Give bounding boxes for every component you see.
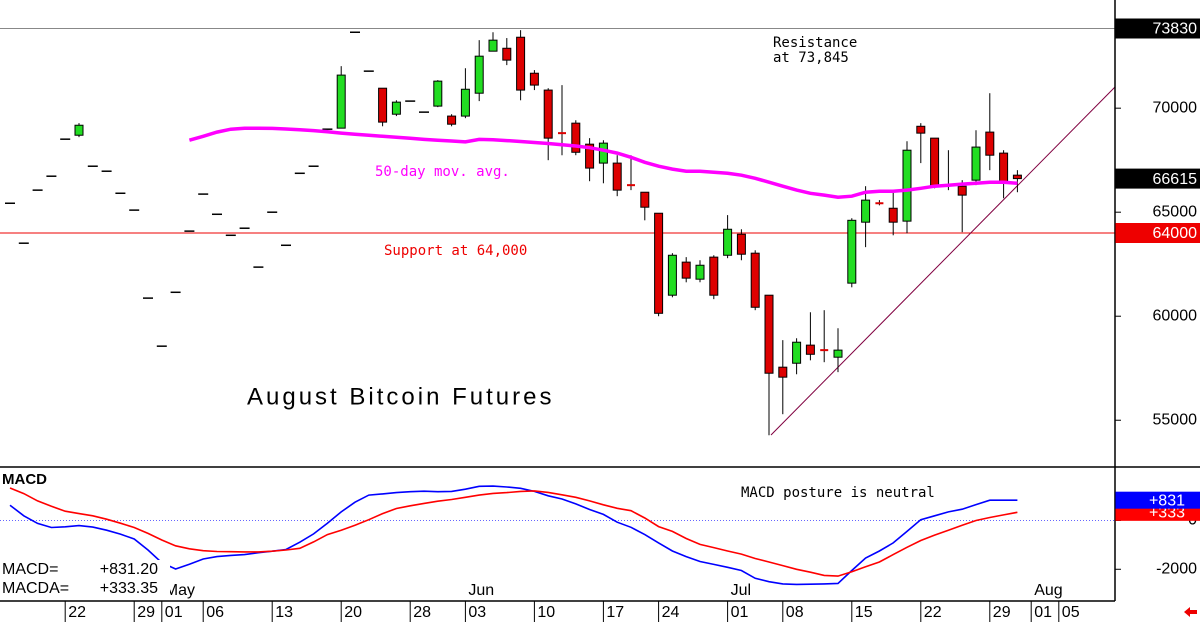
candle-body — [516, 36, 526, 91]
x-tick-label: 29 — [993, 604, 1011, 621]
price-box — [1115, 18, 1200, 39]
scroll-arrow — [1184, 607, 1197, 617]
trend-line — [770, 86, 1116, 436]
y-tick-label: 55000 — [1153, 411, 1198, 428]
candle-body — [833, 349, 843, 358]
y-tick-label: 65000 — [1153, 203, 1198, 220]
x-tick-label: 08 — [786, 604, 804, 621]
resistance-note: Resistance — [773, 35, 857, 51]
candle-body — [888, 207, 898, 223]
candle-body — [916, 125, 926, 134]
candle-body — [957, 185, 967, 196]
candle-body — [709, 256, 719, 296]
x-tick-label: 05 — [1062, 604, 1080, 621]
support-note: Support at 64,000 — [384, 243, 527, 259]
candle-body — [750, 252, 760, 308]
price-box-label: 66615 — [1153, 171, 1198, 188]
x-tick-label: 28 — [413, 604, 431, 621]
candle-body — [612, 162, 622, 191]
macd-box — [1115, 491, 1200, 509]
y-tick-label: 60000 — [1153, 307, 1198, 324]
x-tick-label: 22 — [924, 604, 942, 621]
candle-body — [336, 74, 346, 129]
candle-body — [460, 88, 470, 117]
candle-body — [598, 142, 608, 164]
macd-box-label: +333 — [1149, 505, 1185, 522]
candle-body — [433, 80, 443, 107]
x-tick-label: 13 — [275, 604, 293, 621]
candle-body — [764, 294, 774, 374]
candle-body — [736, 233, 746, 255]
candle-body — [543, 89, 553, 139]
x-tick-label: 01 — [165, 604, 183, 621]
month-label: Jul — [731, 582, 751, 599]
candle-body — [971, 146, 981, 181]
legend-value: +831.20 — [100, 561, 158, 578]
candle-body — [391, 101, 401, 115]
resistance-note: at 73,845 — [773, 50, 849, 66]
candle-body — [778, 366, 788, 378]
candle-body — [695, 264, 705, 280]
candle-body — [378, 87, 388, 123]
y2-tick-label: -2000 — [1156, 560, 1197, 577]
candle-body — [488, 39, 498, 52]
candle-body — [930, 137, 940, 187]
x-tick-label: 01 — [731, 604, 749, 621]
guides: 55000600006500070000-2000022290106132028… — [0, 28, 1198, 622]
macd-box-label: +831 — [1149, 492, 1185, 509]
macd-title: MACD — [2, 471, 47, 488]
month-label: Aug — [1034, 582, 1062, 599]
candle-body — [847, 219, 857, 284]
x-tick-label: 17 — [606, 604, 624, 621]
legend-box — [0, 560, 170, 600]
candle-body — [985, 131, 995, 156]
candle-body — [571, 122, 581, 153]
x-tick-label: 29 — [137, 604, 155, 621]
ma-label: 50-day mov. avg. — [375, 164, 510, 180]
price-box-label: 64000 — [1153, 225, 1198, 242]
x-tick-label: 24 — [662, 604, 680, 621]
y-tick-label: 70000 — [1153, 99, 1198, 116]
x-tick-label: 20 — [344, 604, 362, 621]
legend-label: MACD= — [2, 561, 58, 578]
candle-body — [447, 115, 457, 125]
candle-body — [861, 199, 871, 223]
candle-body — [999, 152, 1009, 183]
price-box-label: 73830 — [1153, 21, 1198, 38]
marks — [5, 30, 1022, 586]
candle-body — [640, 191, 650, 208]
x-tick-label: 03 — [468, 604, 486, 621]
legend-value: +333.35 — [100, 580, 158, 597]
price-box — [1115, 223, 1200, 243]
moving-average — [188, 126, 1018, 199]
candle-body — [654, 212, 664, 314]
candle-body — [805, 344, 815, 355]
candle-body — [723, 228, 733, 256]
candle-body — [667, 254, 677, 296]
x-tick-label: 15 — [855, 604, 873, 621]
macd-line — [9, 487, 1018, 577]
candle-body — [1012, 174, 1022, 180]
x-tick-label: 06 — [206, 604, 224, 621]
legend-label: MACDA= — [2, 580, 69, 597]
chart-title: August Bitcoin Futures — [247, 383, 554, 410]
candle-body — [585, 143, 595, 169]
x-tick-label: 22 — [68, 604, 86, 621]
candle-body — [681, 261, 691, 279]
candle-body — [529, 72, 539, 86]
price-box — [1115, 168, 1200, 189]
month-label: May — [165, 582, 195, 599]
x-tick-label: 01 — [1034, 604, 1052, 621]
month-label: Jun — [468, 582, 494, 599]
macd-note: MACD posture is neutral — [741, 485, 935, 501]
candle-body — [74, 124, 84, 136]
candle-body — [502, 47, 512, 61]
candle-body — [902, 149, 912, 222]
x-tick-label: 10 — [537, 604, 555, 621]
candle-body — [792, 341, 802, 364]
candle-body — [474, 55, 484, 94]
